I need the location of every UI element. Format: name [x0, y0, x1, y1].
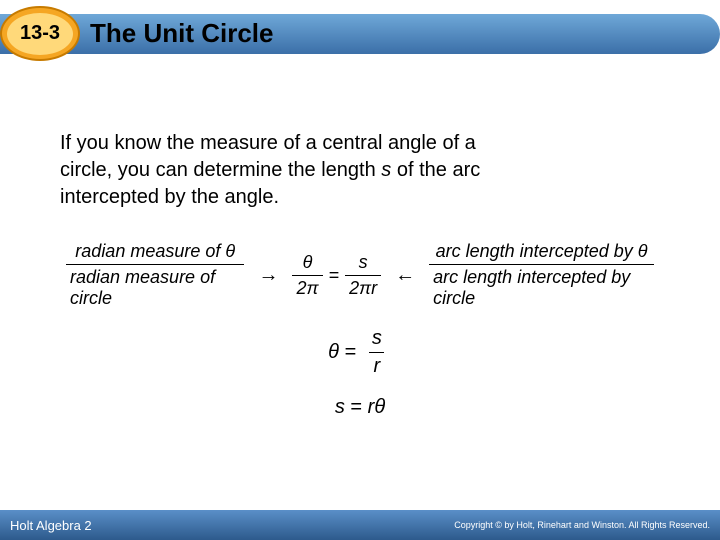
- eq2-denominator: r: [369, 352, 384, 378]
- left-numerator: radian measure of θ: [71, 241, 239, 264]
- eq2-fraction: s r: [368, 327, 386, 378]
- section-badge: 13-3: [0, 6, 80, 61]
- right-fraction: arc length intercepted by θ arc length i…: [429, 241, 654, 309]
- mid2-numerator: s: [355, 252, 372, 275]
- proportion-formula: radian measure of θ radian measure of ci…: [60, 241, 660, 309]
- mid1-numerator: θ: [299, 252, 317, 275]
- eq2-lhs: θ: [328, 341, 339, 363]
- eq2-equals: =: [345, 341, 357, 363]
- header-region: 13-3 The Unit Circle: [0, 0, 720, 70]
- intro-line2c: of the arc: [391, 159, 480, 181]
- eq3-theta: θ: [374, 396, 385, 418]
- equals-sign: =: [329, 265, 340, 286]
- intro-line1: If you know the measure of a central ang…: [60, 132, 476, 154]
- equation-2: θ = s r: [60, 327, 660, 378]
- footer-book-title: Holt Algebra 2: [10, 518, 92, 533]
- intro-variable-s: s: [381, 159, 391, 181]
- left-arrow-icon: ←: [395, 264, 415, 287]
- intro-paragraph: If you know the measure of a central ang…: [60, 130, 660, 211]
- right-numerator: arc length intercepted by θ: [432, 241, 652, 264]
- eq3-s: s: [335, 396, 345, 418]
- mid-fraction-2: s 2πr: [345, 252, 381, 299]
- left-fraction: radian measure of θ radian measure of ci…: [66, 241, 244, 309]
- mid1-denominator: 2π: [292, 275, 322, 299]
- page-title: The Unit Circle: [90, 18, 273, 49]
- footer-copyright: Copyright © by Holt, Rinehart and Winsto…: [454, 520, 710, 530]
- footer-bar: Holt Algebra 2 Copyright © by Holt, Rine…: [0, 510, 720, 540]
- right-denominator: arc length intercepted by circle: [429, 264, 654, 309]
- intro-line2a: circle, you can determine the length: [60, 159, 381, 181]
- right-arrow-icon: →: [258, 264, 278, 287]
- mid-fraction-1: θ 2π: [292, 252, 322, 299]
- left-denominator: radian measure of circle: [66, 264, 244, 309]
- mid2-denominator: 2πr: [345, 275, 381, 299]
- section-number: 13-3: [7, 13, 73, 55]
- equation-3: s = rθ: [60, 396, 660, 419]
- intro-line3: intercepted by the angle.: [60, 186, 279, 208]
- eq2-numerator: s: [368, 327, 386, 352]
- eq3-equals: =: [350, 396, 362, 418]
- content-region: If you know the measure of a central ang…: [0, 70, 720, 419]
